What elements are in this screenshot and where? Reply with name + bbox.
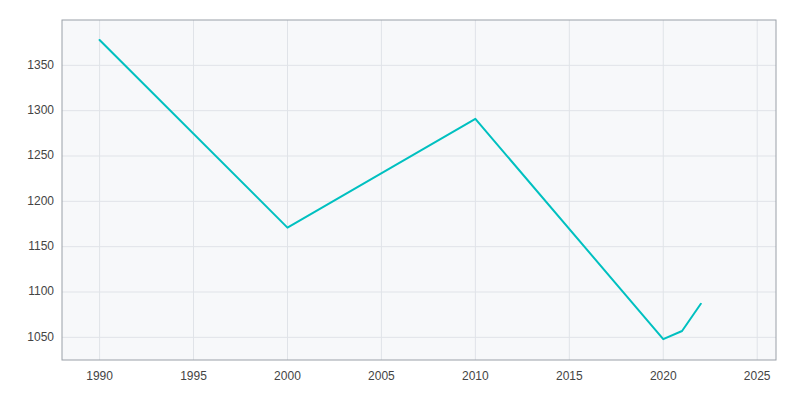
line (100, 40, 701, 339)
y-tick-label: 1300 (27, 103, 54, 117)
x-grid-line (99, 20, 100, 360)
plot-area (62, 20, 776, 360)
x-grid-line (757, 20, 758, 360)
y-tick-label: 1350 (27, 58, 54, 72)
grid (62, 20, 776, 360)
plot-frame (62, 20, 776, 360)
series (100, 40, 701, 339)
x-tick-label: 2000 (274, 369, 301, 383)
y-grid-line (62, 246, 776, 247)
chart-container: 1990 1995 2000 2005 2010 2015 2020 2025 1050 1100… (0, 0, 800, 400)
y-grid-line (62, 156, 776, 157)
x-grid-line (475, 20, 476, 360)
y-tick-label: 1100 (28, 284, 54, 298)
y-grid-line (62, 201, 776, 202)
x-tick-label: 2010 (462, 369, 489, 383)
y-tick-label: 1200 (27, 194, 54, 208)
x-grid-line (193, 20, 194, 360)
x-tick-label: 2020 (650, 369, 677, 383)
y-tick-label: 1250 (27, 148, 54, 162)
y-grid-line (62, 65, 776, 66)
page: {"chart_data": {"type": "line", "x": [19… (0, 0, 800, 400)
x-tick-label: 2015 (556, 369, 583, 383)
x-tick-label: 1995 (180, 369, 207, 383)
x-tick-label: 1990 (86, 369, 113, 383)
x-tick-label: 2005 (368, 369, 395, 383)
x-tick-label: 2025 (744, 369, 771, 383)
x-grid-line (569, 20, 570, 360)
x-grid-line (381, 20, 382, 360)
chart: 1990 1995 2000 2005 2010 2015 2020 2025 1050 1100… (0, 0, 800, 400)
y-tick-label: 1050 (27, 330, 54, 344)
y-tick-label: 1150 (28, 239, 54, 253)
x-grid-line (663, 20, 664, 360)
y-grid-line (62, 292, 776, 293)
x-grid-line (287, 20, 288, 360)
